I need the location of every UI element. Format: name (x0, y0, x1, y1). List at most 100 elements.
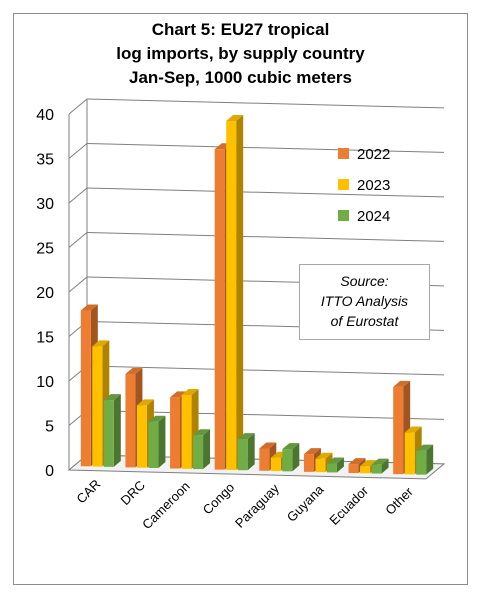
category-label-guyana: Guyana (284, 481, 327, 524)
bar-top-2022-Cameroon (170, 391, 188, 398)
y-tick-label-10: 10 (36, 374, 54, 391)
category-label-congo: Congo (200, 480, 238, 518)
category-label-drc: DRC (118, 477, 149, 508)
bar-front-2024-Paraguay (282, 449, 293, 472)
source-line-1: Source: (340, 273, 389, 289)
bar-front-2022-Congo (214, 149, 225, 470)
bar-top-2022-DRC (125, 367, 143, 374)
bar-front-2023-DRC (136, 405, 147, 468)
bar-top-2024-CAR (103, 394, 121, 401)
bar-top-2024-Paraguay (282, 443, 300, 450)
category-label-ecuador: Ecuador (326, 483, 371, 528)
bar-top-2024-Other (416, 444, 434, 451)
bar-front-2023-Ecuador (360, 466, 371, 474)
chart-title-line-2: log imports, by supply country (116, 44, 365, 63)
bar-2024-Ecuador (371, 458, 389, 474)
source-annotation: Source: ITTO Analysis of Eurostat (299, 264, 430, 340)
legend-label-2024: 2024 (357, 208, 390, 225)
bar-front-2024-CAR (103, 400, 114, 467)
legend-swatch-2022 (338, 148, 349, 159)
category-label-paraguay: Paraguay (232, 480, 282, 530)
bar-side-2024-Congo (247, 433, 255, 471)
y-tick-label-35: 35 (36, 152, 54, 169)
bar-2024-Other (416, 444, 434, 475)
y-tick-label-5: 5 (45, 419, 54, 436)
bar-2024-Congo (237, 433, 255, 471)
bar-top-2022-CAR (80, 304, 98, 311)
gridline-40 (86, 98, 445, 109)
bar-front-2022-DRC (125, 373, 136, 468)
gridline-25 (86, 232, 445, 242)
source-line-3: of Eurostat (330, 313, 399, 329)
bar-side-2024-CAR (113, 394, 121, 467)
chart-title-line-3: Jan-Sep, 1000 cubic meters (128, 68, 352, 87)
bar-side-2024-Ecuador (381, 458, 389, 474)
bar-front-2022-Cameroon (170, 397, 181, 469)
bar-front-2023-Paraguay (270, 457, 281, 472)
category-label-other: Other (382, 484, 416, 518)
bar-top-2023-Ecuador (360, 460, 378, 467)
bar-top-2024-Guyana (326, 457, 344, 464)
bar-top-2024-Cameroon (193, 429, 211, 436)
gridline-depth-40 (68, 98, 88, 115)
bar-top-2023-Other (404, 426, 422, 433)
bar-front-2024-Ecuador (371, 464, 382, 474)
bar-2024-CAR (103, 394, 121, 467)
legend-swatch-2023 (338, 179, 349, 190)
legend-swatch-2024 (338, 210, 349, 221)
bar-top-2023-Guyana (315, 452, 333, 459)
bar-front-2023-Congo (226, 121, 237, 470)
y-tick-label-15: 15 (36, 330, 54, 347)
bar-side-2024-Cameroon (203, 429, 211, 470)
y-tick-label-25: 25 (36, 241, 54, 258)
gridline-30 (86, 187, 445, 198)
bar-top-2024-DRC (148, 415, 166, 422)
bar-top-2024-Congo (237, 433, 255, 440)
bar-side-2024-DRC (158, 415, 166, 468)
chart-title: Chart 5: EU27 tropical log imports, by s… (0, 18, 481, 90)
y-axis-tick-labels: 0 5 10 15 20 25 30 35 40 (36, 107, 54, 480)
bar-front-2023-Other (404, 432, 415, 475)
bar-front-2024-Congo (237, 439, 248, 471)
source-line-2: ITTO Analysis (320, 293, 409, 309)
y-tick-label-20: 20 (36, 285, 54, 302)
bar-top-2024-Ecuador (371, 458, 389, 465)
gridline-35 (86, 143, 445, 153)
legend-label-2023: 2023 (357, 177, 390, 194)
bar-top-2023-DRC (136, 399, 154, 406)
bar-top-2022-Guyana (303, 448, 321, 455)
bar-side-2023-Congo (236, 115, 244, 470)
bar-front-2023-Guyana (315, 458, 326, 473)
category-label-car: CAR (73, 476, 103, 506)
bar-front-2024-Other (416, 450, 427, 475)
bar-front-2022-Ecuador (348, 464, 359, 473)
bar-front-2022-CAR (80, 310, 91, 467)
bar-2024-Cameroon (193, 429, 211, 470)
bar-2023-Congo (226, 115, 244, 470)
gridline-depth-30 (68, 187, 88, 204)
legend-label-2022: 2022 (357, 146, 390, 163)
bar-front-2022-Other (393, 386, 404, 475)
bar-top-2023-Cameroon (181, 388, 199, 395)
y-tick-label-30: 30 (36, 196, 54, 213)
bar-side-2024-Other (426, 444, 434, 475)
bar-top-2022-Ecuador (348, 458, 366, 465)
gridline-depth-35 (68, 143, 88, 159)
bar-front-2022-Paraguay (259, 448, 270, 471)
y-tick-label-0: 0 (45, 463, 54, 480)
bar-front-2023-Cameroon (181, 394, 192, 469)
bar-front-2024-Cameroon (193, 435, 204, 470)
bar-2024-Guyana (326, 457, 344, 473)
bar-side-2024-Paraguay (292, 443, 300, 472)
bar-2024-DRC (148, 415, 166, 468)
bar-2024-Paraguay (282, 443, 300, 472)
bar-side-2024-Guyana (336, 457, 344, 473)
bar-front-2024-Guyana (326, 463, 337, 473)
bar-front-2024-DRC (148, 421, 159, 468)
bar-top-2023-CAR (92, 340, 110, 347)
bar-top-2022-Other (393, 380, 411, 387)
bar-top-2023-Congo (226, 115, 244, 122)
gridline-depth-20 (68, 276, 88, 293)
